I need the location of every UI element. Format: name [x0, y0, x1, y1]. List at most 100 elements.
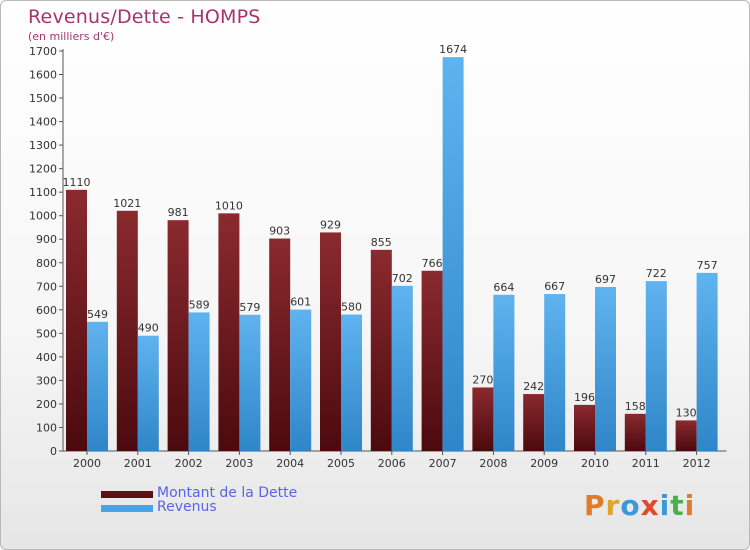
data-label-dette: 130	[676, 406, 697, 419]
legend-label-dette: Montant de la Dette	[157, 485, 298, 501]
x-tick-label: 2011	[632, 457, 660, 470]
y-tick-label: 100	[36, 421, 57, 434]
data-label-dette: 242	[523, 380, 544, 393]
data-label-revenus: 490	[138, 322, 159, 335]
y-tick-label: 1600	[29, 69, 57, 82]
y-tick-label: 1300	[29, 139, 57, 152]
bar-revenus	[188, 312, 210, 451]
x-tick-label: 2009	[530, 457, 558, 470]
bar-dette	[370, 249, 392, 451]
data-labels: 1110 549 1021 490 981 589 1010 579 903 601 929 580 8…	[63, 43, 718, 419]
bar-dette	[167, 220, 189, 451]
data-label-dette: 929	[320, 218, 341, 231]
y-tick-label: 200	[36, 398, 57, 411]
bar-dette	[421, 270, 443, 451]
data-label-revenus: 664	[493, 281, 514, 294]
logo-letter: P	[584, 489, 606, 522]
data-label-dette: 270	[472, 373, 493, 386]
data-label-revenus: 722	[646, 267, 667, 280]
bar-dette	[116, 210, 138, 451]
y-tick-label: 1000	[29, 210, 57, 223]
legend-swatch-dette	[101, 491, 153, 498]
y-tick-label: 1100	[29, 186, 57, 199]
data-label-revenus: 589	[189, 298, 210, 311]
bar-dette	[269, 238, 291, 451]
x-tick-label: 2010	[581, 457, 609, 470]
data-label-revenus: 702	[392, 272, 413, 285]
bar-dette	[218, 213, 240, 451]
y-tick-label: 1500	[29, 92, 57, 105]
data-label-revenus: 757	[697, 259, 718, 272]
bar-revenus	[595, 287, 616, 451]
logo-letter: i	[659, 489, 671, 522]
data-label-dette: 1010	[215, 199, 243, 212]
y-tick-label: 0	[50, 445, 57, 458]
data-label-dette: 158	[625, 400, 646, 413]
y-tick-label: 700	[36, 280, 57, 293]
x-tick-label: 2007	[429, 457, 457, 470]
x-tick-label: 2001	[124, 457, 152, 470]
bar-revenus	[544, 294, 566, 451]
logo-letter: r	[605, 489, 621, 522]
data-label-revenus: 667	[544, 280, 565, 293]
data-label-dette: 1021	[113, 197, 141, 210]
bar-dette	[624, 413, 646, 451]
x-tick-label: 2000	[73, 457, 101, 470]
data-label-dette: 1110	[63, 176, 91, 189]
data-label-dette: 855	[371, 236, 392, 249]
y-tick-label: 400	[36, 351, 57, 364]
bar-revenus	[442, 57, 464, 451]
chart-subtitle: (en milliers d'€)	[28, 30, 115, 43]
y-tick-label: 500	[36, 327, 57, 340]
x-tick-label: 2002	[175, 457, 203, 470]
bar-dette	[523, 394, 545, 451]
bar-revenus	[493, 294, 515, 451]
y-tick-label: 1200	[29, 163, 57, 176]
logo-letter: x	[640, 489, 660, 522]
x-tick-label: 2003	[225, 457, 253, 470]
y-tick-label: 1700	[29, 45, 57, 58]
proxiti-logo[interactable]: Proxiti	[584, 489, 695, 522]
x-tick-label: 2005	[327, 457, 355, 470]
data-label-revenus: 601	[290, 296, 311, 309]
bar-dette	[574, 404, 595, 451]
y-tick-label: 1400	[29, 116, 57, 129]
legend-label-revenus: Revenus	[157, 499, 217, 515]
data-label-revenus: 579	[239, 301, 260, 314]
bars	[66, 57, 718, 451]
data-label-revenus: 580	[341, 301, 362, 314]
bar-revenus	[239, 314, 261, 451]
bar-revenus	[341, 314, 362, 451]
y-tick-label: 600	[36, 304, 57, 317]
x-tick-label: 2004	[276, 457, 304, 470]
bar-dette	[66, 189, 87, 451]
x-tick-label: 2008	[479, 457, 507, 470]
bar-dette	[472, 387, 494, 451]
data-label-dette: 981	[168, 206, 189, 219]
bar-revenus	[391, 285, 413, 451]
bar-revenus	[645, 281, 667, 451]
y-tick-label: 300	[36, 374, 57, 387]
data-label-revenus: 1674	[439, 43, 467, 56]
bar-dette	[675, 420, 697, 451]
bar-revenus	[290, 309, 312, 451]
logo-letter: t	[670, 489, 685, 522]
data-label-dette: 196	[574, 391, 595, 404]
data-label-revenus: 697	[595, 273, 616, 286]
logo-letter: i	[684, 489, 696, 522]
logo-letter: o	[620, 489, 641, 522]
bar-dette	[320, 232, 341, 451]
bar-revenus	[696, 272, 718, 451]
x-tick-label: 2006	[378, 457, 406, 470]
y-tick-label: 900	[36, 233, 57, 246]
data-label-revenus: 549	[87, 308, 108, 321]
data-label-dette: 903	[269, 225, 290, 238]
chart-title: Revenus/Dette - HOMPS	[28, 6, 261, 28]
x-tick-label: 2012	[683, 457, 711, 470]
bar-revenus	[137, 335, 159, 451]
legend-swatch-revenus	[101, 505, 153, 512]
bar-revenus	[87, 321, 108, 451]
y-tick-label: 800	[36, 257, 57, 270]
